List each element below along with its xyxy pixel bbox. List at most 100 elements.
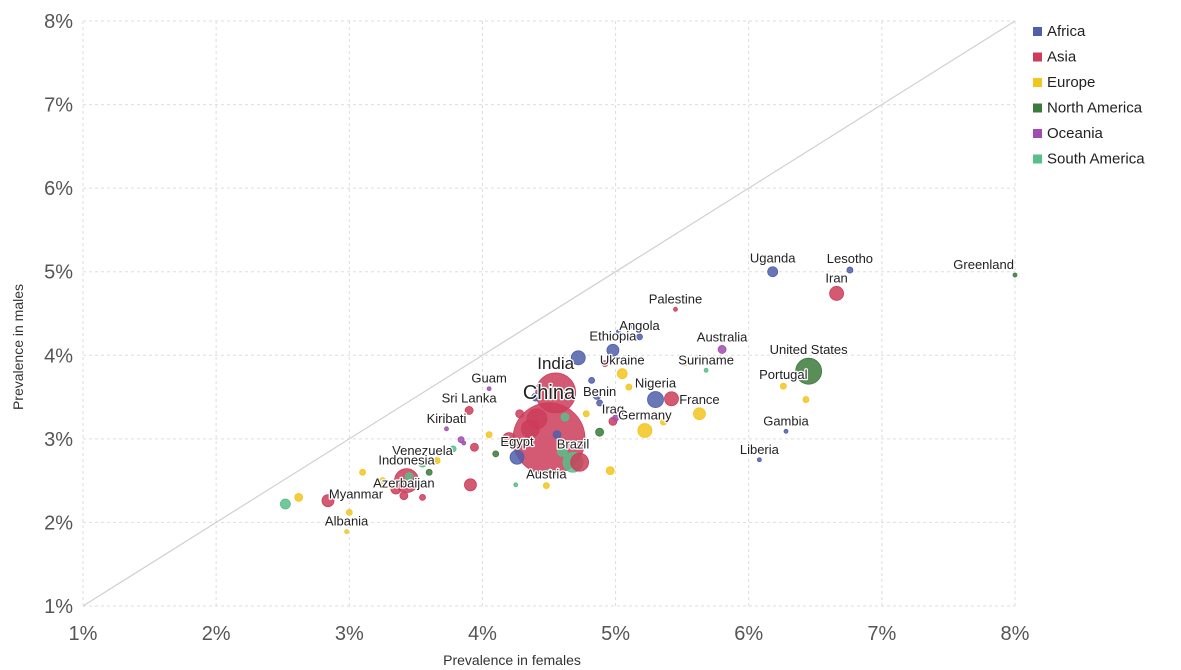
data-point[interactable]	[486, 386, 492, 392]
data-point[interactable]	[464, 406, 474, 415]
data-point[interactable]	[485, 431, 493, 439]
data-point[interactable]	[606, 343, 620, 357]
data-point[interactable]	[501, 432, 517, 448]
data-point[interactable]	[673, 306, 678, 312]
data-point[interactable]	[802, 396, 810, 403]
data-point[interactable]	[703, 367, 709, 373]
data-label: Brazil	[557, 436, 590, 451]
data-point[interactable]	[520, 419, 540, 439]
data-label: Iraq	[602, 401, 624, 416]
data-point[interactable]	[660, 418, 667, 426]
data-point[interactable]	[418, 458, 427, 468]
data-label: Gambia	[763, 413, 809, 428]
data-point[interactable]	[387, 480, 397, 490]
data-point[interactable]	[461, 440, 467, 446]
data-point[interactable]	[595, 427, 604, 437]
data-point[interactable]	[636, 333, 643, 341]
data-point[interactable]	[783, 428, 789, 434]
data-point[interactable]	[344, 529, 350, 535]
y-tick-label: 6%	[44, 178, 73, 200]
data-point[interactable]	[664, 391, 679, 407]
x-axis-title: Prevalence in females	[443, 652, 581, 668]
data-label: France	[679, 392, 719, 407]
data-point[interactable]	[404, 472, 414, 481]
data-point[interactable]	[846, 266, 854, 274]
data-point[interactable]	[756, 457, 762, 463]
data-point[interactable]	[1012, 272, 1018, 278]
data-point[interactable]	[449, 445, 457, 453]
data-point[interactable]	[545, 468, 553, 476]
data-label: Palestine	[649, 291, 702, 306]
data-point[interactable]	[629, 323, 634, 329]
data-point[interactable]	[601, 360, 609, 368]
data-point[interactable]	[647, 391, 664, 408]
data-point[interactable]	[605, 466, 615, 476]
data-point[interactable]	[767, 266, 779, 278]
data-point[interactable]	[615, 329, 621, 335]
data-point[interactable]	[492, 450, 500, 458]
data-point[interactable]	[345, 509, 353, 516]
data-point[interactable]	[444, 426, 449, 432]
y-tick-label: 1%	[44, 596, 73, 618]
data-label: Myanmar	[329, 487, 384, 502]
data-point[interactable]	[625, 383, 633, 391]
data-point[interactable]	[717, 345, 727, 354]
data-point[interactable]	[433, 457, 441, 464]
x-tick-label: 4%	[468, 623, 497, 645]
legend-swatch	[1033, 103, 1042, 113]
y-axis-title: Prevalence in males	[10, 284, 26, 410]
data-point[interactable]	[693, 407, 706, 421]
data-point[interactable]	[779, 382, 787, 390]
data-label: China	[523, 382, 576, 404]
legend-label[interactable]: Oceania	[1047, 125, 1104, 142]
data-point[interactable]	[515, 409, 525, 419]
data-point[interactable]	[570, 350, 586, 366]
data-point[interactable]	[294, 492, 304, 502]
reference-line	[82, 20, 1016, 607]
data-point[interactable]	[359, 468, 367, 476]
data-point[interactable]	[829, 286, 844, 301]
data-point[interactable]	[596, 399, 603, 407]
data-point[interactable]	[419, 493, 426, 501]
data-point[interactable]	[612, 414, 619, 422]
legend-label[interactable]: Africa	[1047, 23, 1086, 40]
data-point[interactable]	[542, 482, 550, 490]
data-point[interactable]	[379, 477, 386, 485]
data-point[interactable]	[513, 482, 519, 488]
data-point[interactable]	[509, 449, 525, 465]
data-point[interactable]	[531, 392, 541, 402]
data-point[interactable]	[582, 410, 590, 418]
data-point[interactable]	[410, 477, 422, 489]
data-point[interactable]	[470, 442, 479, 452]
legend-label[interactable]: North America	[1047, 100, 1143, 117]
x-tick-label: 8%	[1001, 623, 1030, 645]
data-label: Angola	[619, 318, 660, 333]
data-point[interactable]	[616, 368, 628, 380]
legend-label[interactable]: Europe	[1047, 74, 1095, 91]
legend-label[interactable]: Asia	[1047, 49, 1077, 66]
legend-swatch	[1033, 154, 1042, 164]
data-label: Sri Lanka	[442, 390, 498, 405]
data-point[interactable]	[592, 390, 602, 400]
legend-swatch	[1033, 52, 1042, 62]
data-point[interactable]	[321, 494, 335, 508]
data-point[interactable]	[560, 412, 570, 422]
data-label: Ukraine	[600, 353, 645, 368]
data-point[interactable]	[425, 468, 433, 476]
data-point[interactable]	[556, 445, 568, 457]
legend-label[interactable]: South America	[1047, 151, 1145, 168]
data-point[interactable]	[464, 478, 477, 492]
data-point[interactable]	[399, 491, 409, 501]
y-tick-label: 8%	[44, 11, 73, 33]
data-point[interactable]	[682, 361, 688, 367]
data-point[interactable]	[570, 452, 590, 472]
data-point[interactable]	[795, 357, 823, 385]
data-label: Kiribati	[427, 411, 467, 426]
legend: Africa Asia Europe North America Oceania Sout…	[1033, 23, 1145, 168]
axis-tick-labels: 1% 2% 3% 4% 5% 6% 7% 8% 1% 2% 3% 4% 5% 6% 7% 8%	[44, 11, 1030, 645]
y-tick-label: 3%	[44, 429, 73, 451]
data-point[interactable]	[279, 498, 291, 510]
data-point[interactable]	[637, 423, 653, 438]
data-point[interactable]	[552, 430, 562, 440]
data-point[interactable]	[588, 376, 596, 384]
